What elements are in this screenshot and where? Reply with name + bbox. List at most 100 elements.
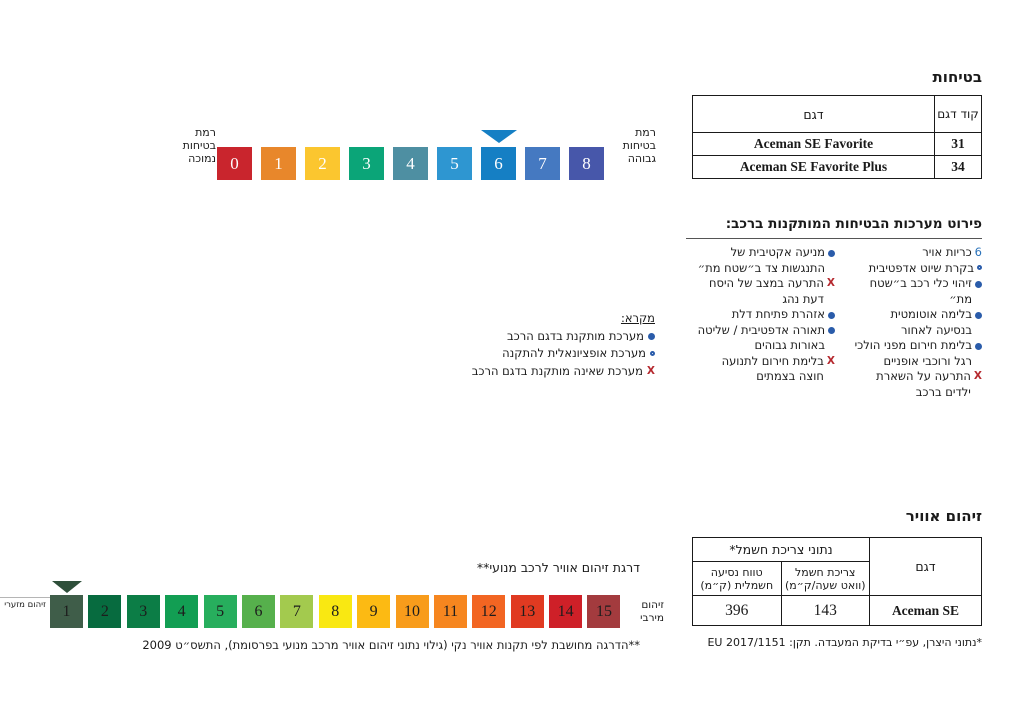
- safety-system-item-label: מניעה אקטיבית של התנגשות צד ב״שטח מת״: [697, 245, 825, 275]
- scale-level-value: 9: [369, 602, 378, 620]
- safety-scale-low-label: רמת בטיחות נמוכה: [182, 126, 216, 165]
- safety-systems-heading: פירוט מערכות הבטיחות המותקנות ברכב:: [725, 216, 982, 232]
- safety-scale-high-label: רמת בטיחות גבוהה: [622, 126, 656, 165]
- legend-item: X מערכת שאינה מותקנת בדגם הרכב: [472, 363, 655, 381]
- scale-level-9: 9: [357, 595, 391, 628]
- electric-consumption-table: דגם נתוני צריכת חשמל* צריכת חשמל (וואט ש…: [692, 537, 982, 626]
- model-code-column-header: קוד דגם: [934, 95, 982, 133]
- safety-system-item: תאורה אדפטיבית / שליטה באורות גבוהים: [697, 323, 835, 354]
- min-label-rule: [0, 597, 50, 598]
- scale-level-value: 14: [557, 602, 574, 620]
- installed-dot-icon: [975, 280, 982, 288]
- scale-level-4: 4: [393, 147, 428, 180]
- scale-level-14: 14: [549, 595, 583, 628]
- scale-level-1: 1: [261, 147, 296, 180]
- scale-level-3: 3: [126, 595, 160, 628]
- safety-system-item: בלימה אוטומטית בנסיעה לאחור: [852, 307, 982, 338]
- scale-level-value: 7: [538, 153, 547, 173]
- manufacturer-data-footnote: *נתוני היצרן, עפ״י בדיקת המעבדה. תקן: EU…: [707, 636, 982, 649]
- optional-circle-icon: [650, 351, 655, 357]
- model-code-value: 34: [934, 155, 982, 179]
- safety-models-table: קוד דגם דגם 31 Aceman SE Favorite 34 Ace…: [692, 95, 982, 179]
- safety-system-item-label: תאורה אדפטיבית / שליטה באורות גבוהים: [697, 322, 825, 353]
- safety-system-item: זיהוי כלי רכב ב״שטח מת״: [852, 276, 982, 307]
- not-installed-x-icon: X: [973, 370, 982, 382]
- scale-level-4: 4: [165, 595, 199, 628]
- pollution-scale-title: דרגת זיהום אוויר לרכב מנועי**: [476, 560, 640, 575]
- scale-level-value: 5: [216, 602, 225, 620]
- scale-level-value: 12: [480, 602, 497, 620]
- safety-system-item-label: כריות אויר: [922, 245, 972, 259]
- installed-dot-icon: [975, 311, 982, 319]
- scale-level-8: 8: [569, 147, 604, 180]
- scale-level-2: 2: [305, 147, 340, 180]
- scale-level-12: 12: [472, 595, 506, 628]
- pollution-scale-min-label: זיהום מזערי: [4, 600, 46, 610]
- scale-level-8: 8: [318, 595, 352, 628]
- installed-dot-icon: [828, 249, 835, 257]
- table-row: 34 Aceman SE Favorite Plus: [692, 155, 982, 179]
- pollution-table-header-row: דגם נתוני צריכת חשמל*: [692, 537, 982, 596]
- installed-dot-icon: [975, 342, 982, 350]
- scale-level-value: 15: [595, 602, 612, 620]
- scale-level-value: 6: [494, 153, 503, 173]
- not-installed-x-icon: X: [646, 364, 655, 377]
- scale-level-value: 3: [362, 153, 371, 173]
- installed-dot-icon: [828, 311, 835, 319]
- legend-item-label: מערכת מותקנת בדגם הרכב: [507, 328, 644, 343]
- safety-systems-left-column: מניעה אקטיבית של התנגשות צד ב״שטח מת״ X הת…: [697, 245, 835, 385]
- range-column-header: טווח נסיעה חשמלית (ק״מ): [692, 561, 782, 596]
- pollution-section-title: זיהום אוויר: [905, 507, 982, 525]
- scale-level-value: 4: [406, 153, 415, 173]
- scale-level-10: 10: [395, 595, 429, 628]
- safety-system-item: X התרעה על השארת ילדים ברכב: [852, 369, 982, 400]
- systems-heading-rule: [686, 238, 982, 239]
- legend-item-label: מערכת אופציונאלית להתקנה: [502, 346, 646, 360]
- consumption-value: 143: [780, 595, 870, 626]
- safety-table-header-row: קוד דגם דגם: [692, 95, 982, 133]
- legend-item: מערכת מותקנת בדגם הרכב: [480, 328, 655, 346]
- scale-level-6: 6: [481, 147, 516, 180]
- scale-level-1: 1: [50, 595, 83, 628]
- table-row: Aceman SE 143 396: [692, 595, 982, 626]
- model-name-value: Aceman SE Favorite: [692, 132, 935, 156]
- not-installed-x-icon: X: [826, 277, 835, 289]
- safety-level-pointer-arrow-icon: [480, 130, 517, 143]
- scale-level-5: 5: [203, 595, 237, 628]
- safety-section-title: בטיחות: [932, 68, 982, 86]
- range-value: 396: [692, 595, 782, 626]
- not-installed-x-icon: X: [826, 354, 835, 367]
- pollution-scale-max-label: זיהום מירבי: [640, 599, 664, 624]
- scale-level-3: 3: [349, 147, 384, 180]
- safety-system-item: בקרת שיוט אדפטיבית: [852, 261, 982, 277]
- scale-level-value: 3: [139, 602, 148, 620]
- legend: מקרא: מערכת מותקנת בדגם הרכב מערכת אופציו…: [472, 310, 655, 381]
- model-name-value: Aceman SE: [869, 595, 982, 626]
- pollution-level-scale: 1 2 3 4 5 6 7 8 9 10 11 12 13 14 15: [50, 595, 621, 628]
- scale-level-value: 1: [274, 153, 283, 173]
- scale-level-7: 7: [525, 147, 560, 180]
- legend-title: מקרא:: [620, 311, 655, 325]
- scale-level-value: 7: [292, 602, 301, 620]
- legend-item-label: מערכת שאינה מותקנת בדגם הרכב: [471, 363, 643, 378]
- scale-level-value: 0: [230, 153, 239, 173]
- scale-level-value: 11: [442, 602, 459, 620]
- scale-level-value: 8: [582, 153, 591, 173]
- airbag-count: 6: [974, 245, 982, 259]
- legend-item: מערכת אופציונאלית להתקנה: [480, 345, 655, 363]
- scale-level-0: 0: [217, 147, 252, 180]
- safety-system-item-label: זיהוי כלי רכב ב״שטח מת״: [869, 276, 972, 306]
- scale-level-value: 5: [450, 153, 459, 173]
- installed-dot-icon: [648, 332, 655, 340]
- scale-level-value: 8: [331, 602, 340, 620]
- scale-level-value: 2: [318, 153, 327, 173]
- safety-systems-right-column: 6 כריות אויר בקרת שיוט אדפטיבית זיהוי כלי ר…: [852, 245, 982, 400]
- scale-level-value: 1: [62, 602, 71, 620]
- model-code-value: 31: [934, 132, 982, 156]
- safety-system-item-label: בלימת חירום מפני הולכי רגל ורוכבי אופניי…: [854, 338, 972, 368]
- pollution-table-subheader-row: צריכת חשמל (וואט שעה/ק״מ) טווח נסיעה חשמ…: [692, 561, 982, 596]
- scale-level-7: 7: [280, 595, 314, 628]
- pollution-level-pointer-arrow-icon: [51, 581, 82, 593]
- optional-circle-icon: [977, 264, 982, 270]
